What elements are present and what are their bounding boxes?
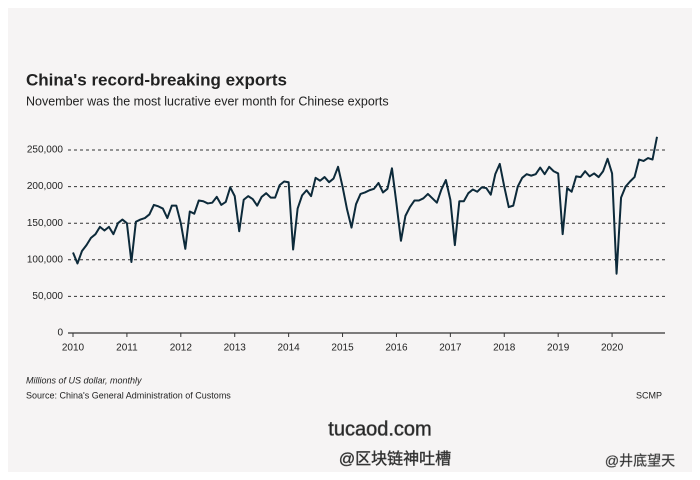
x-tick-label: 2014	[278, 343, 301, 354]
x-tick-label: 2011	[116, 343, 138, 354]
chart-title: China's record-breaking exports	[26, 70, 287, 89]
y-tick-label: 0	[57, 328, 63, 339]
y-tick-label: 100,000	[27, 254, 64, 265]
card	[8, 8, 692, 472]
unit-note: Millions of US dollar, monthly	[26, 375, 142, 385]
x-tick-label: 2013	[224, 343, 247, 354]
x-tick-label: 2020	[601, 343, 624, 354]
watermark: @井底望天	[605, 453, 675, 469]
x-tick-label: 2010	[62, 343, 85, 354]
y-tick-label: 250,000	[27, 145, 64, 156]
y-tick-label: 150,000	[27, 218, 64, 229]
watermark: tucaod.com	[328, 418, 431, 440]
x-tick-label: 2017	[439, 343, 462, 354]
line	[72, 136, 658, 275]
y-tick-label: 200,000	[27, 181, 64, 192]
x-tick-label: 2012	[170, 343, 193, 354]
x-tick-label: 2019	[547, 343, 570, 354]
chart-subtitle: November was the most lucrative ever mon…	[26, 94, 389, 108]
credit: SCMP	[636, 390, 662, 400]
x-tick-label: 2016	[385, 343, 408, 354]
y-tick-label: 50,000	[32, 291, 63, 302]
source: Source: China's General Administration o…	[26, 390, 231, 400]
x-tick-label: 2018	[493, 343, 516, 354]
watermark: @区块链神吐槽	[339, 450, 451, 468]
x-tick-label: 2015	[331, 343, 354, 354]
